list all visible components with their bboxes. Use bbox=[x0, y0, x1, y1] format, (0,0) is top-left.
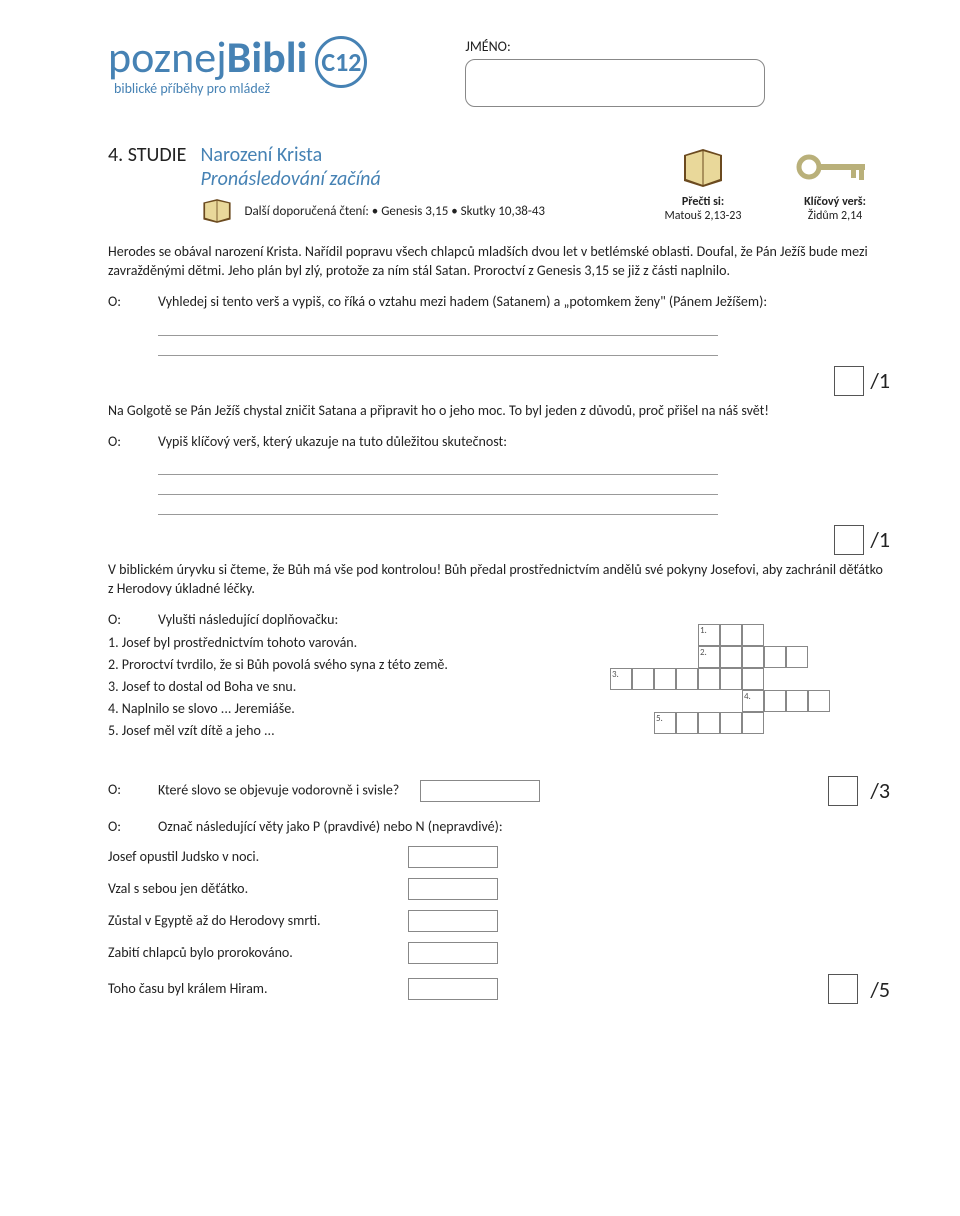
q3-label: O: bbox=[108, 611, 128, 630]
body: Herodes se obával narození Krista. Naříd… bbox=[108, 243, 890, 1004]
book-icon bbox=[200, 197, 234, 225]
tf-input-2[interactable] bbox=[408, 878, 498, 900]
key-ref: Židům 2,14 bbox=[780, 209, 890, 223]
reading-refs: • Genesis 3,15 • Skutky 10,38-43 bbox=[372, 204, 545, 219]
score-1: /1 bbox=[870, 366, 890, 396]
page-header: poznej Bibli biblické příběhy pro mládež… bbox=[108, 30, 890, 107]
name-input[interactable] bbox=[465, 59, 765, 107]
study-header: 4. STUDIE Narození Krista Pronásledování… bbox=[108, 143, 890, 225]
logo-light: poznej bbox=[108, 30, 227, 84]
logo-block: poznej Bibli biblické příběhy pro mládež bbox=[108, 30, 307, 97]
question-4: O: Které slovo se objevuje vodorovně i s… bbox=[108, 776, 890, 806]
tf-3: Zůstal v Egyptě až do Herodovy smrti. bbox=[108, 912, 408, 931]
q5-text: Označ následující věty jako P (pravdivé)… bbox=[158, 818, 890, 837]
study-title: Narození Krista bbox=[200, 143, 624, 167]
lesson-badge: C12 bbox=[315, 36, 367, 88]
answer-area-1[interactable] bbox=[158, 316, 718, 356]
score-5: /5 bbox=[870, 975, 890, 1005]
q5-label: O: bbox=[108, 818, 128, 837]
tf-input-3[interactable] bbox=[408, 910, 498, 932]
paragraph-3: V biblickém úryvku si čteme, že Bůh má v… bbox=[108, 561, 890, 599]
answer-area-2[interactable] bbox=[158, 455, 718, 515]
crossword-grid[interactable]: 1.2.3.4.5. bbox=[578, 624, 898, 744]
tf-input-4[interactable] bbox=[408, 942, 498, 964]
tf-1: Josef opustil Judsko v noci. bbox=[108, 848, 408, 867]
score-box-3[interactable] bbox=[828, 776, 858, 806]
q4-text: Které slovo se objevuje vodorovně i svis… bbox=[158, 780, 740, 802]
q2-text: Vypiš klíčový verš, který ukazuje na tut… bbox=[158, 433, 890, 452]
q4-label: O: bbox=[108, 781, 128, 800]
score-2: /1 bbox=[870, 525, 890, 555]
score-box-1[interactable] bbox=[834, 366, 864, 396]
tf-input-5[interactable] bbox=[408, 978, 498, 1000]
paragraph-2: Na Golgotě se Pán Ježíš chystal zničit S… bbox=[108, 402, 890, 421]
question-5: O: Označ následující věty jako P (pravdi… bbox=[108, 818, 890, 837]
read-ref: Matouš 2,13-23 bbox=[648, 209, 758, 223]
reading-label-text: Další doporučená čtení: bbox=[244, 204, 368, 219]
q4-text-span: Které slovo se objevuje vodorovně i svis… bbox=[158, 781, 399, 798]
reading-label: Další doporučená čtení: • Genesis 3,15 •… bbox=[244, 204, 545, 219]
name-field-area: JMÉNO: bbox=[465, 38, 765, 107]
key-label: Klíčový verš: bbox=[780, 195, 890, 209]
score-3: /3 bbox=[870, 776, 890, 806]
study-number: 4. STUDIE bbox=[108, 143, 186, 167]
score-box-2[interactable] bbox=[834, 525, 864, 555]
true-false-list: Josef opustil Judsko v noci. Vzal s sebo… bbox=[108, 846, 890, 1004]
q2-label: O: bbox=[108, 433, 128, 452]
question-2: O: Vypiš klíčový verš, který ukazuje na … bbox=[108, 433, 890, 452]
score-box-5[interactable] bbox=[828, 974, 858, 1004]
tf-2: Vzal s sebou jen děťátko. bbox=[108, 880, 408, 899]
logo-bold: Bibli bbox=[227, 30, 308, 84]
paragraph-1: Herodes se obával narození Krista. Naříd… bbox=[108, 243, 890, 281]
read-box: Přečti si: Matouš 2,13-23 bbox=[648, 143, 758, 223]
tf-5: Toho času byl králem Hiram. bbox=[108, 980, 408, 999]
tf-input-1[interactable] bbox=[408, 846, 498, 868]
q1-text: Vyhledej si tento verš a vypiš, co říká … bbox=[158, 293, 890, 312]
q4-answer-input[interactable] bbox=[420, 780, 540, 802]
read-label: Přečti si: bbox=[648, 195, 758, 209]
name-label: JMÉNO: bbox=[465, 38, 765, 55]
study-subtitle: Pronásledování začíná bbox=[200, 167, 624, 191]
bible-icon bbox=[648, 143, 758, 191]
key-box: Klíčový verš: Židům 2,14 bbox=[780, 143, 890, 223]
question-1: O: Vyhledej si tento verš a vypiš, co ří… bbox=[108, 293, 890, 312]
key-icon bbox=[780, 143, 890, 191]
tf-4: Zabití chlapců bylo prorokováno. bbox=[108, 944, 408, 963]
q1-label: O: bbox=[108, 293, 128, 312]
